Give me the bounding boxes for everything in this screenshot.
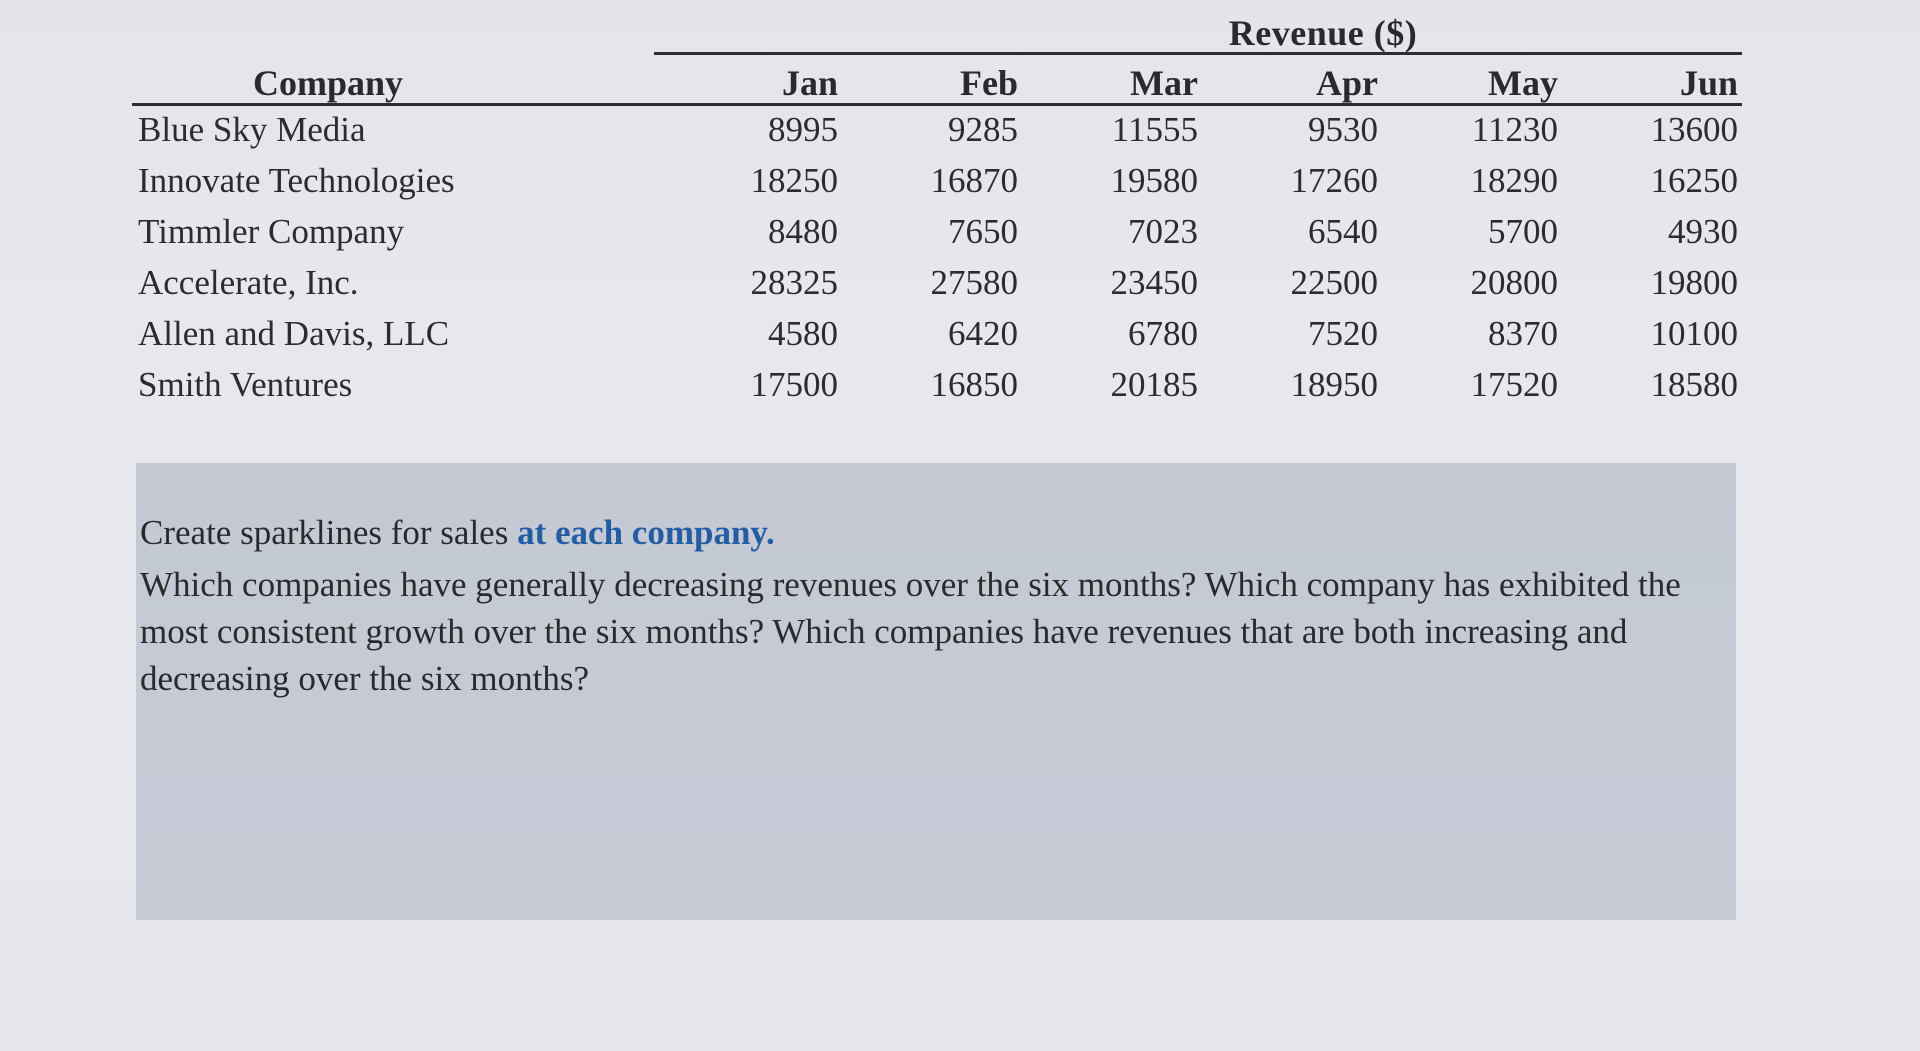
revenue-cell: 7650 xyxy=(948,212,1018,251)
month-header-jun: Jun xyxy=(1679,63,1738,103)
company-column-header: Company xyxy=(252,63,404,103)
revenue-cell: 18250 xyxy=(750,161,839,200)
revenue-cell: 8995 xyxy=(768,110,838,149)
table-row: Smith Ventures 17500 16850 20185 18950 1… xyxy=(128,365,1743,415)
revenue-cell: 20185 xyxy=(1110,365,1199,404)
revenue-cell: 9285 xyxy=(948,110,1018,149)
revenue-cell: 7023 xyxy=(1128,212,1198,251)
revenue-cell: 22500 xyxy=(1290,263,1379,302)
revenue-cell: 11555 xyxy=(1111,110,1198,149)
question-lead-text: Create sparklines for sales xyxy=(140,513,518,552)
revenue-cell: 18290 xyxy=(1470,161,1559,200)
revenue-cell: 4930 xyxy=(1668,212,1738,251)
revenue-cell: 16250 xyxy=(1650,161,1739,200)
revenue-cell: 11230 xyxy=(1471,110,1558,149)
table-row: Innovate Technologies 18250 16870 19580 … xyxy=(128,161,1743,211)
table-row: Accelerate, Inc. 28325 27580 23450 22500… xyxy=(128,263,1743,313)
question-lead-emphasis: at each company. xyxy=(517,513,775,552)
revenue-cell: 23450 xyxy=(1110,263,1199,302)
revenue-cell: 5700 xyxy=(1488,212,1558,251)
table-row: Timmler Company 8480 7650 7023 6540 5700… xyxy=(128,212,1743,262)
revenue-cell: 6420 xyxy=(948,314,1018,353)
company-name: Innovate Technologies xyxy=(138,161,455,200)
company-name: Timmler Company xyxy=(138,212,405,251)
revenue-cell: 16870 xyxy=(930,161,1019,200)
revenue-cell: 6540 xyxy=(1308,212,1378,251)
month-header-apr: Apr xyxy=(1316,63,1378,103)
revenue-cell: 19580 xyxy=(1110,161,1199,200)
revenue-cell: 17520 xyxy=(1470,365,1559,404)
revenue-cell: 4580 xyxy=(768,314,838,353)
company-name: Blue Sky Media xyxy=(138,110,366,149)
revenue-cell: 10100 xyxy=(1650,314,1739,353)
group-header-rule xyxy=(654,52,1742,55)
table-row: Blue Sky Media 8995 9285 11555 9530 1123… xyxy=(128,110,1743,160)
revenue-cell: 6780 xyxy=(1128,314,1198,353)
revenue-cell: 20800 xyxy=(1470,263,1559,302)
question-panel: Create sparklines for sales at each comp… xyxy=(136,463,1736,920)
revenue-cell: 18580 xyxy=(1650,365,1739,404)
revenue-cell: 19800 xyxy=(1650,263,1739,302)
header-underline-rule xyxy=(132,103,1742,106)
revenue-cell: 28325 xyxy=(750,263,839,302)
month-header-feb: Feb xyxy=(960,63,1018,103)
company-name: Smith Ventures xyxy=(138,365,353,404)
question-body: Which companies have generally decreasin… xyxy=(140,565,1681,698)
revenue-cell: 7520 xyxy=(1308,314,1378,353)
revenue-cell: 17500 xyxy=(750,365,839,404)
company-name: Accelerate, Inc. xyxy=(138,263,359,302)
revenue-cell: 13600 xyxy=(1650,110,1739,149)
month-header-jan: Jan xyxy=(781,63,838,103)
revenue-cell: 9530 xyxy=(1308,110,1378,149)
month-header-may: May xyxy=(1488,63,1558,103)
table-row: Allen and Davis, LLC 4580 6420 6780 7520… xyxy=(128,314,1743,364)
revenue-cell: 8480 xyxy=(768,212,838,251)
revenue-cell: 17260 xyxy=(1290,161,1379,200)
month-header-mar: Mar xyxy=(1130,63,1198,103)
revenue-cell: 8370 xyxy=(1488,314,1558,353)
question-lead: Create sparklines for sales at each comp… xyxy=(140,513,775,553)
revenue-cell: 18950 xyxy=(1290,365,1379,404)
revenue-cell: 27580 xyxy=(930,263,1019,302)
revenue-group-header: Revenue ($) xyxy=(1228,13,1418,53)
revenue-table: Revenue ($) Company Jan Feb Mar Apr May … xyxy=(128,0,1743,420)
company-name: Allen and Davis, LLC xyxy=(138,314,450,353)
revenue-cell: 16850 xyxy=(930,365,1019,404)
